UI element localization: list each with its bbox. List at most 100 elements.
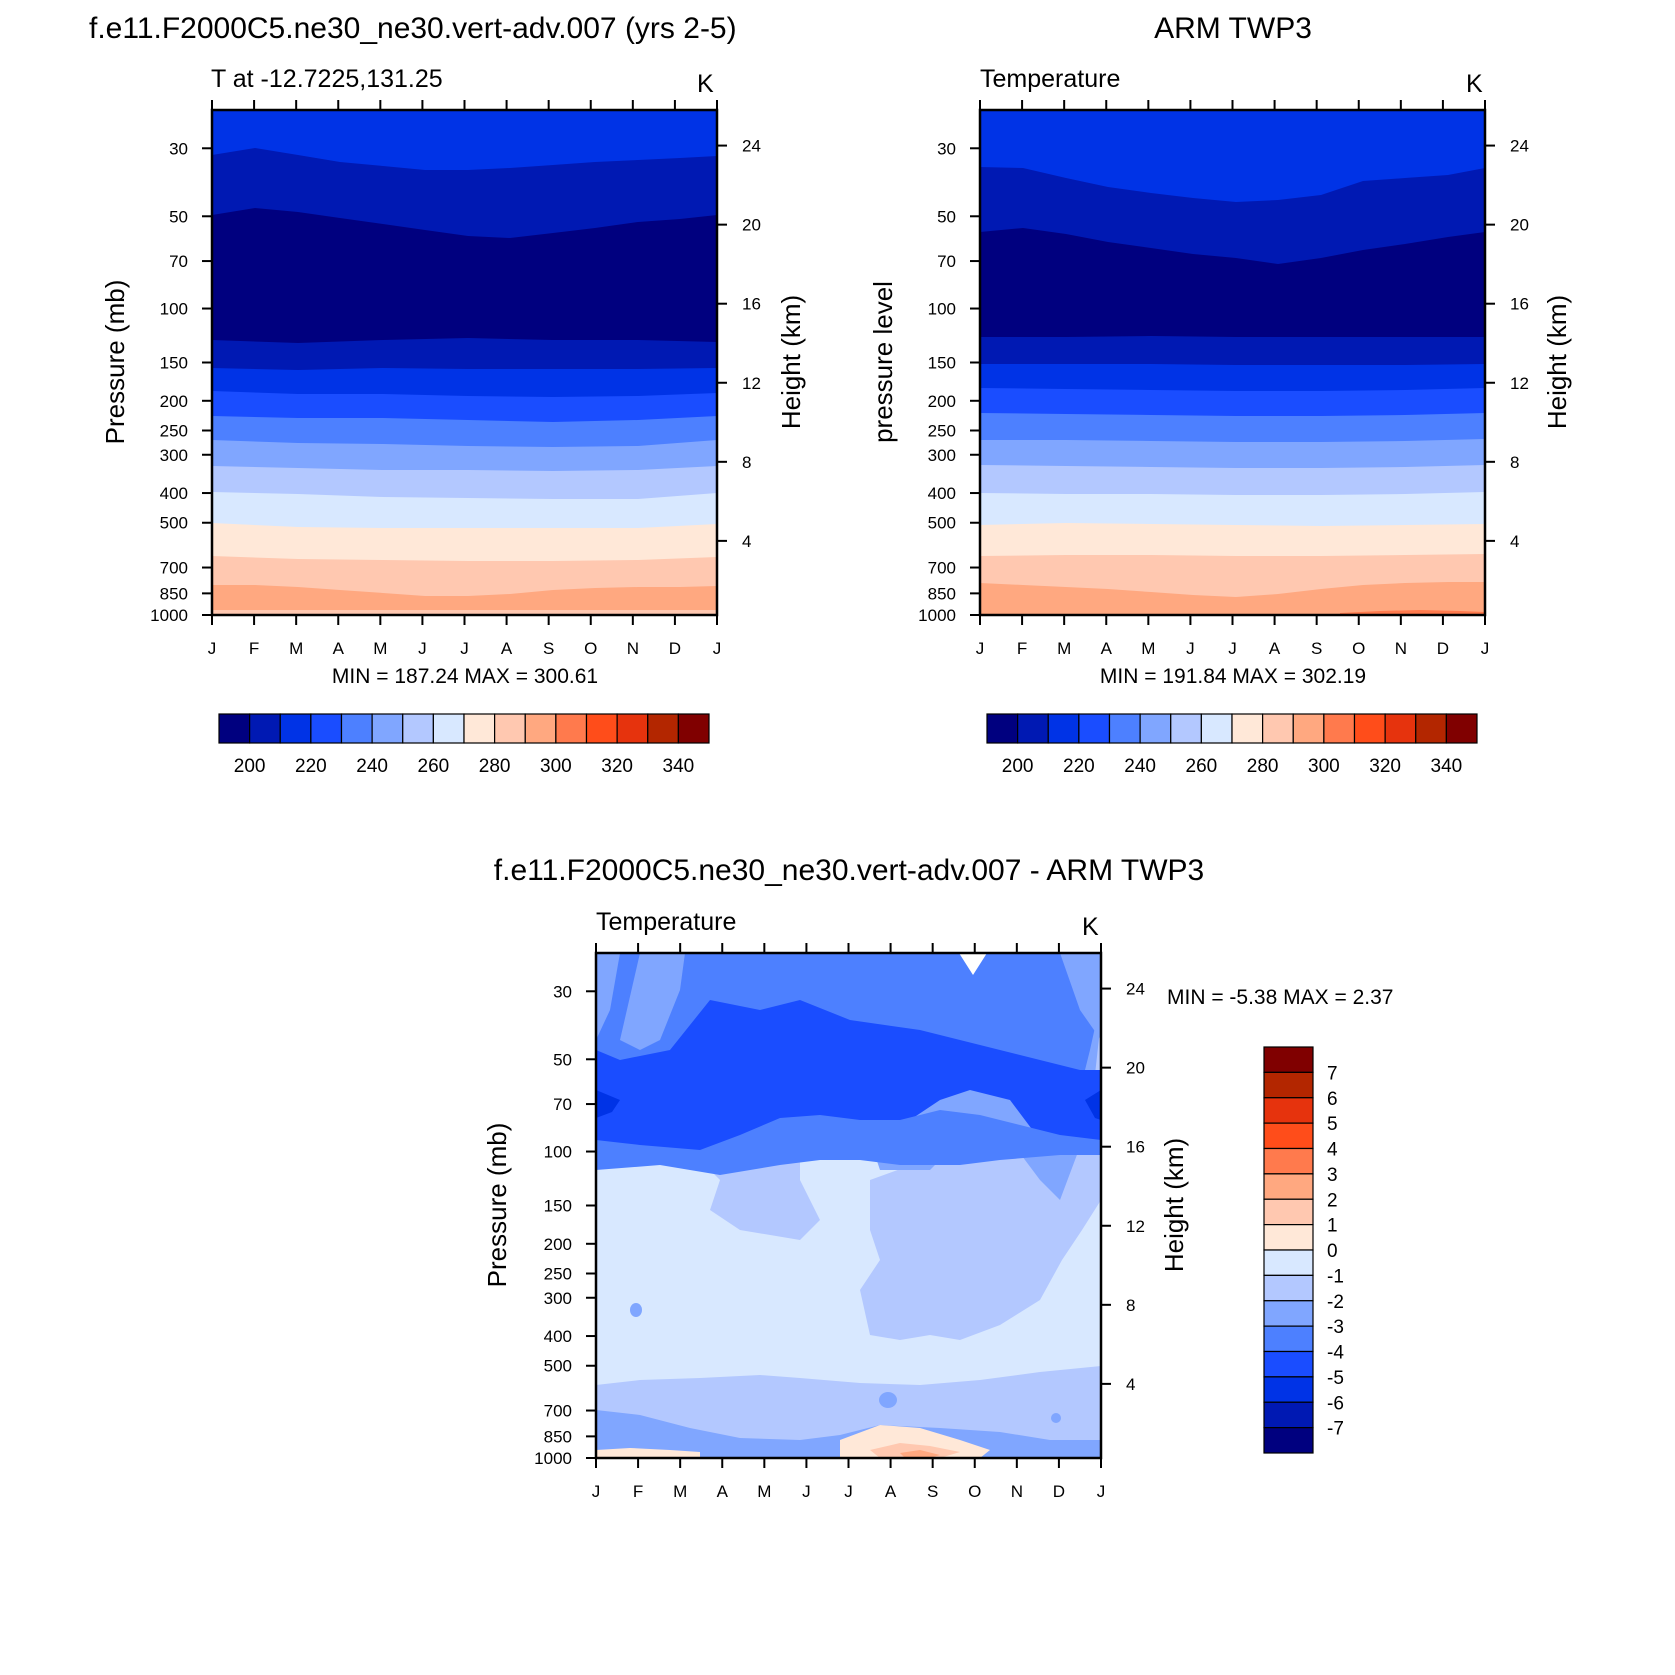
colorbar-swatch — [1263, 1173, 1314, 1200]
colorbar-swatch — [1292, 713, 1325, 744]
y-right-tick-label: 4 — [1510, 532, 1519, 551]
colorbar-swatch — [432, 713, 465, 744]
y-tick-label: 300 — [544, 1289, 572, 1308]
y-tick-label: 70 — [937, 252, 956, 271]
panel-diff-subtitle-left: Temperature — [596, 908, 736, 936]
panel-diff-subtitle-right: K — [1082, 913, 1099, 941]
colorbar-swatch — [1263, 1325, 1314, 1353]
panel-diff-plot: J F M A M J J A S O N D J 30 50 70 100 150 200 250 300 400 500… — [534, 943, 1145, 1501]
colorbar-label: -2 — [1327, 1292, 1344, 1313]
y-tick-label: 100 — [160, 300, 188, 319]
y-right-tick-label: 20 — [1510, 216, 1529, 235]
x-tick-label: J — [802, 1482, 811, 1501]
y-tick-label: 50 — [937, 207, 956, 226]
x-tick-label: M — [373, 639, 387, 658]
x-tick-label: A — [1269, 639, 1281, 658]
colorbar-swatch — [647, 713, 679, 744]
colorbar-swatch — [371, 713, 404, 744]
colorbar-label: 6 — [1327, 1089, 1338, 1110]
model-band-surface — [212, 610, 717, 615]
panel-obs-colorbar: 200 220 240 260 280 300 320 340 — [986, 713, 1478, 777]
panel-diff: f.e11.F2000C5.ne30_ne30.vert-adv.007 - A… — [482, 854, 1393, 1501]
diff-missing-top — [959, 953, 987, 975]
colorbar-swatch — [1263, 1427, 1314, 1454]
colorbar-label: 4 — [1327, 1140, 1338, 1161]
colorbar-label: 220 — [1063, 756, 1095, 777]
y-tick-label: 150 — [928, 354, 956, 373]
x-tick-label: O — [968, 1482, 981, 1501]
y-tick-label: 500 — [160, 514, 188, 533]
x-tick-label: M — [1141, 639, 1155, 658]
panel-diff-ylabel-right: Height (km) — [1159, 1138, 1189, 1272]
colorbar-swatch — [1263, 1350, 1314, 1378]
y-tick-label: 70 — [553, 1095, 572, 1114]
colorbar-label: 340 — [663, 756, 695, 777]
colorbar-swatch — [616, 713, 649, 744]
diff-patch-p2-mid — [870, 1443, 960, 1458]
x-tick-label: D — [1053, 1482, 1065, 1501]
colorbar-swatch — [1231, 713, 1264, 744]
y-right-tick-label: 4 — [1126, 1375, 1135, 1394]
diff-patch-m6-right — [1085, 1090, 1101, 1120]
colorbar-swatch — [1263, 1147, 1314, 1175]
x-tick-label: A — [333, 639, 345, 658]
colorbar-label: 5 — [1327, 1114, 1338, 1135]
colorbar-label: 280 — [479, 756, 511, 777]
colorbar-swatch — [1263, 1046, 1314, 1073]
colorbar-swatch — [677, 713, 710, 744]
colorbar-swatch — [1263, 1097, 1314, 1124]
panel-model: f.e11.F2000C5.ne30_ne30.vert-adv.007 (yr… — [89, 12, 806, 777]
x-tick-label: M — [289, 639, 303, 658]
colorbar-label: 260 — [1186, 756, 1218, 777]
panel-obs-subtitle-left: Temperature — [980, 65, 1120, 93]
colorbar-label: 3 — [1327, 1165, 1338, 1186]
panel-obs-ylabel: pressure level — [868, 281, 898, 443]
x-tick-label: O — [584, 639, 597, 658]
y-right-tick-label: 16 — [1510, 295, 1529, 314]
panel-diff-min-max: MIN = -5.38 MAX = 2.37 — [1167, 986, 1393, 1009]
x-tick-label: A — [717, 1482, 729, 1501]
colorbar-label: 340 — [1431, 756, 1463, 777]
colorbar-swatch — [249, 713, 281, 744]
x-tick-label: J — [460, 639, 469, 658]
diff-band-m4-cap — [596, 953, 620, 1030]
y-tick-label: 850 — [160, 584, 188, 603]
diff-patch-m3-c — [1051, 1413, 1061, 1423]
y-tick-label: 200 — [160, 392, 188, 411]
x-tick-label: J — [1228, 639, 1237, 658]
y-right-tick-label: 8 — [1126, 1296, 1135, 1315]
x-tick-label: A — [885, 1482, 897, 1501]
colorbar-swatch — [1263, 1071, 1314, 1099]
colorbar-label: -1 — [1327, 1266, 1344, 1287]
colorbar-label: -4 — [1327, 1343, 1344, 1364]
colorbar-swatch — [1353, 713, 1386, 744]
y-tick-label: 300 — [160, 446, 188, 465]
panel-obs-ylabel-right: Height (km) — [1542, 295, 1572, 429]
diff-patch-p1-left — [596, 1448, 700, 1458]
colorbar-label: -3 — [1327, 1317, 1344, 1338]
panel-obs-axes: J F M A M J J A S O N D J 30 50 70 100 150 200 250 300 400 500… — [918, 100, 1529, 658]
y-tick-label: 30 — [169, 139, 188, 158]
x-tick-label: O — [1352, 639, 1365, 658]
x-tick-label: S — [543, 639, 554, 658]
colorbar-label: 0 — [1327, 1241, 1338, 1262]
colorbar-swatch — [1078, 713, 1111, 744]
y-right-tick-label: 20 — [742, 216, 761, 235]
panel-diff-title: f.e11.F2000C5.ne30_ne30.vert-adv.007 - A… — [494, 854, 1204, 887]
panel-model-plot: J F M A M J J A S O N D J 30 50 70 100 150 200 250 300 400 500… — [150, 100, 761, 658]
panel-obs-plot: J F M A M J J A S O N D J 30 50 70 100 150 200 250 300 400 500… — [918, 100, 1529, 658]
diff-patch-m3-b — [879, 1392, 897, 1408]
diff-patch-m6-left — [596, 1090, 620, 1118]
y-tick-label: 250 — [544, 1264, 572, 1283]
colorbar-swatch — [1047, 713, 1080, 744]
x-tick-label: J — [1481, 639, 1490, 658]
y-tick-label: 500 — [928, 514, 956, 533]
colorbar-swatch — [1200, 713, 1233, 744]
panel-diff-ylabel: Pressure (mb) — [482, 1123, 512, 1288]
colorbar-swatch — [524, 713, 557, 744]
y-right-tick-label: 8 — [742, 453, 751, 472]
colorbar-label: 7 — [1327, 1063, 1338, 1084]
y-tick-label: 100 — [928, 300, 956, 319]
colorbar-swatch — [1263, 1376, 1314, 1403]
colorbar-swatch — [1263, 1122, 1314, 1150]
